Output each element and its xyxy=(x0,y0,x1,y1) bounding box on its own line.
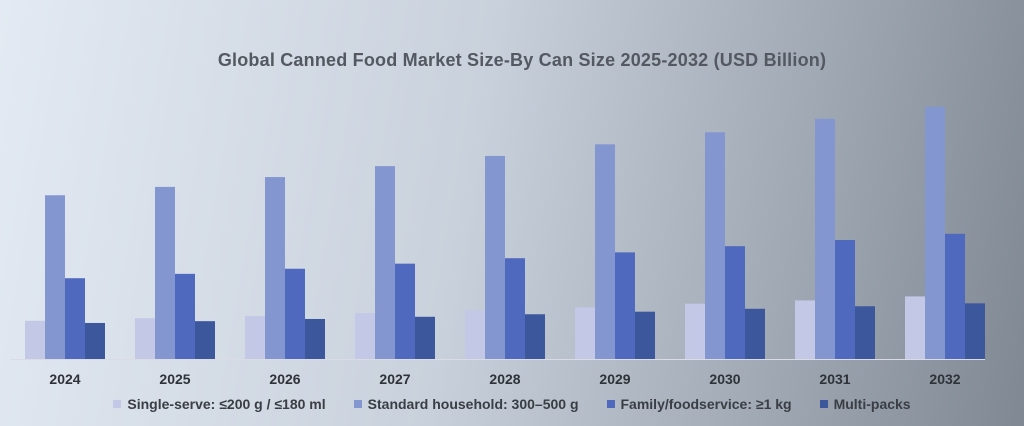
bar-2027-series-4 xyxy=(415,316,435,359)
legend-swatch xyxy=(353,400,362,408)
bar-2027-series-3 xyxy=(395,263,415,359)
bar-2028-series-2 xyxy=(485,155,505,359)
legend-label: Multi-packs xyxy=(833,396,911,412)
bar-2024-series-1 xyxy=(25,320,45,359)
bar-2032-series-1 xyxy=(905,296,925,359)
legend-item: Standard household: 300–500 g xyxy=(353,396,579,412)
bar-2026-series-4 xyxy=(305,318,325,359)
legend-swatch xyxy=(606,400,615,408)
legend-swatch xyxy=(819,400,828,408)
bar-2028-series-1 xyxy=(465,310,485,359)
x-tick-label: 2028 xyxy=(489,371,520,387)
x-tick-label: 2026 xyxy=(269,371,300,387)
bar-2032-series-4 xyxy=(965,303,985,359)
legend-label: Single-serve: ≤200 g / ≤180 ml xyxy=(127,396,326,412)
bar-2025-series-2 xyxy=(155,186,175,359)
legend: Single-serve: ≤200 g / ≤180 ml Standard h… xyxy=(0,396,1024,412)
bar-2029-series-4 xyxy=(635,311,655,359)
legend-item: Multi-packs xyxy=(819,396,911,412)
bar-2026-series-1 xyxy=(245,316,265,359)
bar-2032-series-3 xyxy=(945,233,965,359)
bar-2027-series-2 xyxy=(375,166,395,359)
bar-2029-series-1 xyxy=(575,307,595,359)
bar-2025-series-3 xyxy=(175,273,195,359)
bar-2029-series-2 xyxy=(595,144,615,359)
bar-2028-series-4 xyxy=(525,314,545,359)
bar-2030-series-2 xyxy=(705,132,725,359)
x-tick-label: 2024 xyxy=(49,371,80,387)
bars-group xyxy=(25,106,985,359)
x-tick-labels: 2024 2025 2026 2027 2028 2029 2030 2031 2032 xyxy=(49,371,960,387)
bar-2030-series-4 xyxy=(745,308,765,359)
bar-2024-series-4 xyxy=(85,322,105,359)
bar-2031-series-4 xyxy=(855,306,875,359)
x-tick-label: 2032 xyxy=(929,371,960,387)
legend-swatch xyxy=(113,400,122,408)
bar-2025-series-4 xyxy=(195,321,215,359)
x-tick-label: 2029 xyxy=(599,371,630,387)
chart-title: Global Canned Food Market Size-By Can Si… xyxy=(217,50,827,70)
bar-2027-series-1 xyxy=(355,313,375,359)
bar-2031-series-1 xyxy=(795,300,815,359)
bar-2031-series-3 xyxy=(835,240,855,359)
bar-2031-series-2 xyxy=(815,118,835,359)
bar-2025-series-1 xyxy=(135,318,155,359)
bar-2024-series-2 xyxy=(45,195,65,359)
bar-2024-series-3 xyxy=(65,278,85,359)
bar-2030-series-3 xyxy=(725,246,745,359)
x-tick-label: 2030 xyxy=(709,371,740,387)
bar-2030-series-1 xyxy=(685,303,705,359)
x-tick-label: 2027 xyxy=(379,371,410,387)
bar-2026-series-3 xyxy=(285,268,305,359)
bar-2028-series-3 xyxy=(505,258,525,359)
bar-2032-series-2 xyxy=(925,106,945,359)
legend-label: Family/foodservice: ≥1 kg xyxy=(620,396,792,412)
legend-item: Family/foodservice: ≥1 kg xyxy=(606,396,792,412)
legend-item: Single-serve: ≤200 g / ≤180 ml xyxy=(113,396,326,412)
x-tick-label: 2031 xyxy=(819,371,850,387)
x-tick-label: 2025 xyxy=(159,371,190,387)
bar-2029-series-3 xyxy=(615,252,635,359)
bar-2026-series-2 xyxy=(265,177,285,359)
legend-label: Standard household: 300–500 g xyxy=(367,396,579,412)
